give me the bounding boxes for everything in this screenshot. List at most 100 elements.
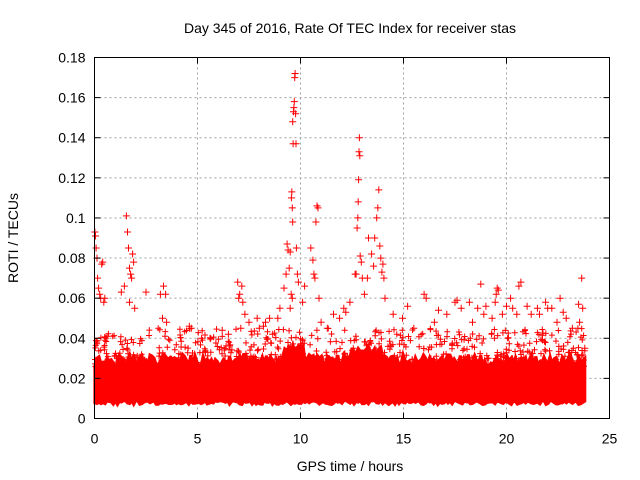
band-marker	[346, 363, 353, 370]
band-marker	[433, 341, 440, 348]
band-marker	[380, 355, 387, 362]
band-marker	[105, 330, 112, 337]
band-marker	[430, 356, 437, 363]
data-point	[576, 318, 584, 326]
band-marker	[214, 365, 221, 372]
band-marker	[555, 327, 562, 334]
band-marker	[477, 362, 484, 369]
band-marker	[176, 326, 183, 333]
band-marker	[525, 365, 532, 371]
band-marker	[156, 326, 163, 333]
data-point	[443, 310, 451, 318]
data-point	[311, 274, 319, 282]
band-marker	[134, 352, 141, 359]
band-marker	[258, 355, 265, 361]
band-marker	[420, 345, 427, 352]
band-marker	[313, 364, 320, 371]
band-marker	[230, 365, 237, 372]
band-marker	[104, 353, 111, 360]
data-point	[288, 188, 296, 196]
band-marker	[171, 346, 178, 353]
band-marker	[113, 353, 120, 360]
band-marker	[521, 327, 528, 334]
band-marker	[162, 333, 168, 340]
data-point	[548, 304, 556, 312]
band-marker	[200, 363, 207, 370]
band-marker	[541, 338, 548, 345]
data-point	[422, 294, 430, 302]
band-marker	[176, 359, 183, 366]
band-marker	[460, 354, 467, 361]
data-point	[218, 326, 226, 334]
band-marker	[178, 344, 185, 350]
band-marker	[202, 347, 209, 354]
band-marker	[166, 337, 173, 344]
data-point	[129, 250, 137, 258]
data-point	[127, 270, 135, 278]
band-marker	[325, 365, 332, 372]
band-marker	[308, 332, 315, 339]
band-marker	[197, 341, 204, 348]
band-marker	[434, 363, 441, 370]
band-marker	[575, 344, 582, 351]
data-point	[287, 194, 295, 202]
band-marker	[210, 334, 217, 341]
data-point	[255, 324, 263, 332]
band-marker	[285, 339, 291, 346]
band-marker	[361, 365, 368, 372]
band-marker	[178, 338, 185, 345]
band-marker	[173, 341, 180, 348]
band-marker	[553, 338, 559, 345]
data-point	[553, 318, 561, 326]
band-marker	[531, 346, 538, 353]
band-marker	[579, 336, 586, 343]
data-point	[365, 234, 372, 242]
data-point	[457, 304, 465, 312]
band-marker	[221, 347, 228, 353]
band-marker	[477, 356, 483, 363]
data-point	[399, 314, 406, 322]
band-marker	[341, 327, 348, 334]
data-point	[142, 288, 150, 296]
band-marker	[339, 339, 345, 346]
band-marker	[518, 360, 525, 367]
band-marker	[199, 327, 206, 334]
band-marker	[417, 358, 424, 365]
band-marker	[580, 357, 587, 363]
band-marker	[233, 326, 239, 333]
band-marker	[175, 354, 182, 361]
data-point	[276, 304, 284, 312]
band-marker	[441, 338, 448, 345]
band-marker	[255, 346, 262, 353]
band-marker	[506, 340, 513, 347]
band-marker	[185, 345, 192, 352]
band-marker	[226, 339, 233, 346]
band-marker	[214, 343, 221, 350]
band-marker	[398, 359, 405, 366]
band-marker	[467, 335, 474, 342]
band-marker	[277, 364, 284, 371]
band-marker	[420, 362, 427, 369]
band-marker	[138, 351, 145, 358]
band-marker	[92, 363, 99, 370]
band-marker	[140, 365, 147, 372]
band-marker	[534, 364, 540, 370]
data-point	[299, 298, 307, 306]
band-marker	[121, 357, 128, 364]
data-point	[581, 344, 589, 352]
band-marker	[115, 356, 122, 363]
band-marker	[497, 353, 504, 360]
data-point	[312, 218, 320, 226]
data-point	[488, 314, 496, 322]
data-point	[117, 288, 125, 296]
band-marker	[451, 335, 458, 342]
band-marker	[224, 361, 230, 368]
band-marker	[433, 332, 440, 339]
band-marker	[333, 348, 340, 355]
band-marker	[314, 335, 321, 342]
band-marker	[330, 360, 337, 367]
band-marker	[463, 358, 470, 365]
band-marker	[380, 361, 387, 368]
data-point	[95, 284, 103, 292]
data-point	[542, 298, 550, 306]
